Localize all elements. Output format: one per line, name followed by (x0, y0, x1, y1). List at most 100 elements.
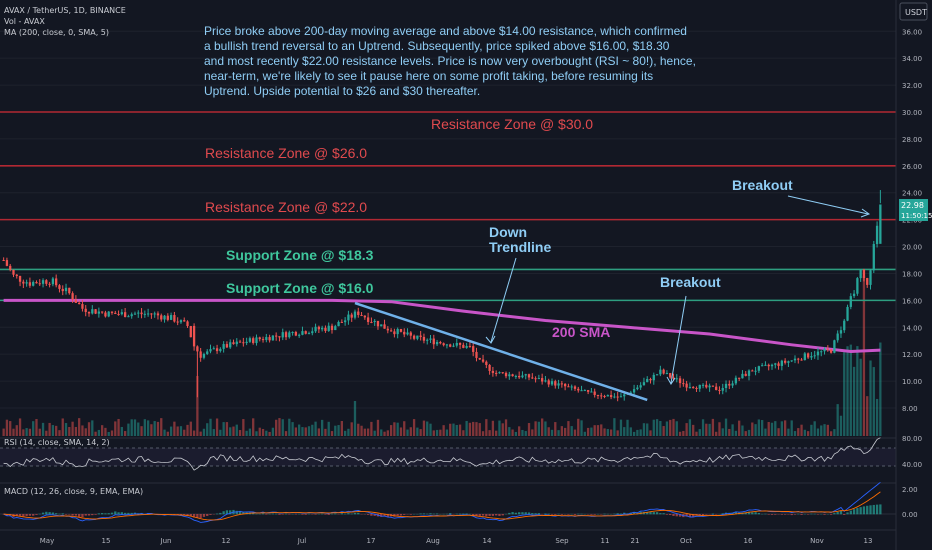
volume-bar (81, 425, 83, 436)
volume-bar (144, 419, 146, 436)
candle-body (800, 360, 802, 361)
candle-body (446, 344, 448, 345)
macd-histogram-bar (101, 513, 103, 514)
candle-body (328, 326, 330, 331)
candle-body (761, 365, 763, 366)
volume-bar (272, 428, 274, 436)
macd-histogram-bar (784, 514, 786, 515)
macd-histogram-bar (837, 512, 839, 514)
volume-bar (774, 421, 776, 436)
volume-bar (791, 420, 793, 436)
volume-bar (498, 421, 500, 436)
macd-histogram-bar (521, 512, 523, 514)
macd-histogram-bar (68, 514, 70, 515)
volume-bar (794, 431, 796, 436)
macd-histogram-bar (236, 511, 238, 514)
candle-body (154, 313, 156, 314)
volume-bar (758, 419, 760, 436)
volume-bar (866, 396, 868, 436)
macd-histogram-bar (104, 513, 106, 514)
candle-body (534, 378, 536, 379)
volume-bar (850, 345, 852, 436)
currency-badge[interactable]: USDT (905, 8, 927, 17)
volume-bar (282, 419, 284, 436)
macd-histogram-bar (52, 512, 54, 514)
volume-bar (98, 430, 100, 436)
macd-histogram-bar (35, 514, 37, 515)
candle-body (429, 339, 431, 340)
macd-histogram-bar (121, 512, 123, 514)
macd-histogram-bar (531, 513, 533, 514)
volume-bar (433, 430, 435, 436)
macd-histogram-bar (879, 504, 881, 514)
volume-bar (804, 430, 806, 436)
candle-body (12, 270, 14, 275)
macd-histogram-bar (446, 514, 448, 515)
macd-histogram-bar (39, 514, 41, 515)
candle-body (52, 278, 54, 284)
volume-bar (705, 424, 707, 436)
candle-body (278, 336, 280, 337)
volume-bar (45, 431, 47, 436)
volume-bar (390, 425, 392, 436)
volume-bar (321, 420, 323, 436)
macd-histogram-bar (262, 513, 264, 514)
candle-body (623, 394, 625, 396)
candle-body (692, 387, 694, 388)
volume-bar (662, 426, 664, 436)
volume-bar (193, 431, 195, 436)
candle-body (827, 349, 829, 350)
macd-histogram-bar (850, 511, 852, 515)
macd-histogram-bar (846, 512, 848, 514)
macd-histogram-bar (669, 514, 671, 515)
candle-body (245, 342, 247, 343)
candle-body (380, 324, 382, 326)
volume-bar (725, 419, 727, 436)
macd-histogram-bar (321, 514, 323, 515)
candle-body (541, 378, 543, 381)
volume-bar (374, 431, 376, 436)
volume-bar (551, 430, 553, 436)
volume-bar (564, 428, 566, 436)
candle-body (633, 389, 635, 392)
candle-body (768, 365, 770, 366)
candle-body (383, 324, 385, 328)
candle-body (669, 373, 671, 377)
candle-body (370, 322, 372, 323)
candle-body (597, 395, 599, 396)
candle-body (613, 397, 615, 398)
volume-bar (239, 430, 241, 436)
candle-body (485, 362, 487, 365)
candle-body (268, 337, 270, 340)
candle-body (9, 266, 11, 270)
macd-histogram-bar (577, 514, 579, 515)
volume-bar (731, 424, 733, 436)
candle-body (531, 377, 533, 378)
volume-bar (610, 430, 612, 436)
volume-bar (823, 424, 825, 436)
support-16-label: Support Zone @ $16.0 (226, 280, 374, 296)
macd-histogram-bar (272, 514, 274, 515)
volume-bar (252, 418, 254, 436)
volume-bar (154, 421, 156, 436)
volume-bar (32, 421, 34, 436)
macd-histogram-bar (436, 514, 438, 515)
candle-body (511, 374, 513, 376)
candle-body (344, 320, 346, 322)
candle-body (393, 331, 395, 334)
macd-histogram-bar (574, 514, 576, 515)
candle-body (232, 342, 234, 344)
volume-bar (42, 423, 44, 436)
macd-histogram-bar (354, 513, 356, 514)
time-tick-label: 21 (631, 537, 640, 545)
volume-bar (541, 418, 543, 436)
volume-bar (222, 422, 224, 436)
volume-bar (16, 425, 18, 436)
candle-body (308, 333, 310, 334)
candle-body (653, 375, 655, 380)
candle-body (676, 378, 678, 379)
resistance-26-label: Resistance Zone @ $26.0 (205, 145, 367, 161)
candle-body (577, 389, 579, 391)
candle-body (295, 332, 297, 336)
candle-body (666, 373, 668, 374)
